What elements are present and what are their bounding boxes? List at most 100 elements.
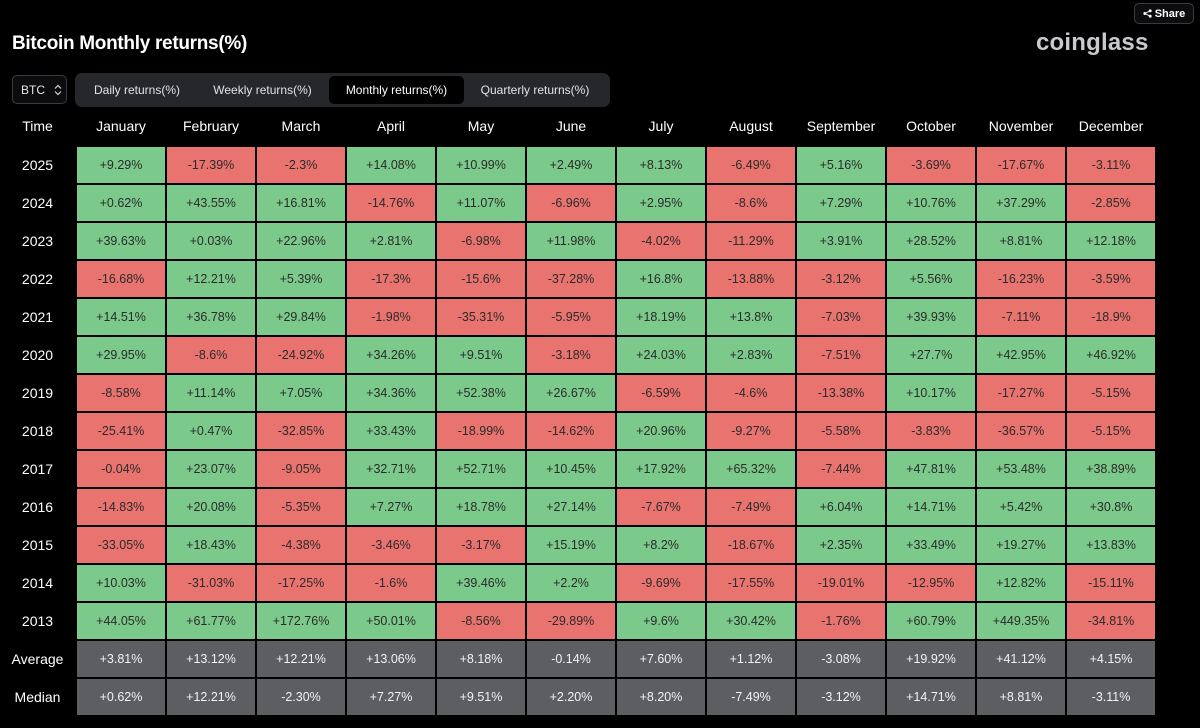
return-cell: +14.08%: [347, 147, 435, 183]
return-cell: +37.29%: [977, 185, 1065, 221]
return-cell: -7.11%: [977, 299, 1065, 335]
share-icon: [1143, 9, 1152, 18]
return-cell: +29.84%: [257, 299, 345, 335]
return-cell: -18.99%: [437, 413, 525, 449]
return-cell: +29.95%: [77, 337, 165, 373]
summary-cell: +4.15%: [1067, 641, 1155, 677]
return-cell: +3.91%: [797, 223, 885, 259]
return-cell: +8.2%: [617, 527, 705, 563]
return-cell: -17.3%: [347, 261, 435, 297]
return-cell: +52.71%: [437, 451, 525, 487]
return-cell: +8.81%: [977, 223, 1065, 259]
summary-label-average: Average: [11, 651, 64, 667]
return-cell: -24.92%: [257, 337, 345, 373]
return-cell: -31.03%: [167, 565, 255, 601]
column-header-may: May: [467, 118, 495, 134]
return-cell: +52.38%: [437, 375, 525, 411]
return-cell: -29.89%: [527, 603, 615, 639]
tab-monthly-returns[interactable]: Monthly returns(%): [329, 76, 464, 104]
return-cell: -7.51%: [797, 337, 885, 373]
return-cell: +16.81%: [257, 185, 345, 221]
return-cell: -3.59%: [1067, 261, 1155, 297]
tab-weekly-returns[interactable]: Weekly returns(%): [213, 83, 312, 97]
return-cell: +7.29%: [797, 185, 885, 221]
summary-cell: +0.62%: [77, 679, 165, 715]
return-cell: +18.43%: [167, 527, 255, 563]
return-cell: +0.03%: [167, 223, 255, 259]
chevron-updown-icon: [54, 84, 62, 96]
return-cell: +10.99%: [437, 147, 525, 183]
return-cell: +10.03%: [77, 565, 165, 601]
return-cell: +36.78%: [167, 299, 255, 335]
return-cell: +5.56%: [887, 261, 975, 297]
row-label-2013: 2013: [21, 613, 54, 629]
summary-cell: -3.11%: [1067, 679, 1155, 715]
return-cell: -4.38%: [257, 527, 345, 563]
column-header-january: January: [96, 118, 146, 134]
return-cell: -34.81%: [1067, 603, 1155, 639]
return-cell: -3.17%: [437, 527, 525, 563]
summary-cell: +2.20%: [527, 679, 615, 715]
return-cell: -3.69%: [887, 147, 975, 183]
return-cell: -8.58%: [77, 375, 165, 411]
row-label-2017: 2017: [21, 461, 54, 477]
asset-select[interactable]: BTC: [12, 75, 67, 104]
return-cell: +449.35%: [977, 603, 1065, 639]
return-cell: -9.05%: [257, 451, 345, 487]
return-cell: +18.78%: [437, 489, 525, 525]
summary-cell: +12.21%: [167, 679, 255, 715]
return-cell: +0.62%: [77, 185, 165, 221]
return-cell: -5.58%: [797, 413, 885, 449]
summary-label-median: Median: [14, 689, 61, 705]
column-header-june: June: [555, 118, 587, 134]
return-cell: -8.6%: [707, 185, 795, 221]
return-cell: -18.9%: [1067, 299, 1155, 335]
return-cell: +15.19%: [527, 527, 615, 563]
return-cell: -14.62%: [527, 413, 615, 449]
row-label-2023: 2023: [21, 233, 54, 249]
return-cell: +50.01%: [347, 603, 435, 639]
return-cell: -17.55%: [707, 565, 795, 601]
return-cell: +38.89%: [1067, 451, 1155, 487]
return-cell: -3.83%: [887, 413, 975, 449]
return-cell: +9.6%: [617, 603, 705, 639]
return-cell: +39.63%: [77, 223, 165, 259]
return-cell: +9.51%: [437, 337, 525, 373]
row-label-2019: 2019: [21, 385, 54, 401]
return-cell: -8.6%: [167, 337, 255, 373]
return-cell: +46.92%: [1067, 337, 1155, 373]
return-cell: -1.76%: [797, 603, 885, 639]
page-title: Bitcoin Monthly returns(%): [12, 33, 247, 54]
summary-cell: -2.30%: [257, 679, 345, 715]
summary-cell: +19.92%: [887, 641, 975, 677]
return-cell: -17.39%: [167, 147, 255, 183]
return-cell: +7.27%: [347, 489, 435, 525]
return-cell: +12.18%: [1067, 223, 1155, 259]
share-button[interactable]: Share: [1134, 3, 1194, 24]
return-cell: -5.95%: [527, 299, 615, 335]
return-cell: +11.98%: [527, 223, 615, 259]
return-cell: +18.19%: [617, 299, 705, 335]
return-cell: -37.28%: [527, 261, 615, 297]
row-label-2014: 2014: [21, 575, 54, 591]
tab-quarterly-returns[interactable]: Quarterly returns(%): [480, 83, 590, 97]
return-cell: +19.27%: [977, 527, 1065, 563]
return-cell: +13.83%: [1067, 527, 1155, 563]
return-cell: -33.05%: [77, 527, 165, 563]
summary-cell: +14.71%: [887, 679, 975, 715]
return-cell: -7.67%: [617, 489, 705, 525]
return-cell: +13.8%: [707, 299, 795, 335]
summary-cell: -0.14%: [527, 641, 615, 677]
tab-daily-returns[interactable]: Daily returns(%): [93, 83, 180, 97]
return-cell: -6.59%: [617, 375, 705, 411]
return-cell: -6.98%: [437, 223, 525, 259]
column-header-april: April: [376, 118, 405, 134]
return-cell: -11.29%: [707, 223, 795, 259]
return-cell: -16.68%: [77, 261, 165, 297]
return-cell: +11.14%: [167, 375, 255, 411]
return-cell: -16.23%: [977, 261, 1065, 297]
return-cell: -7.49%: [707, 489, 795, 525]
return-cell: +10.76%: [887, 185, 975, 221]
return-cell: +44.05%: [77, 603, 165, 639]
monthly-returns-table: Time January February March April May June July…: [0, 107, 1200, 715]
